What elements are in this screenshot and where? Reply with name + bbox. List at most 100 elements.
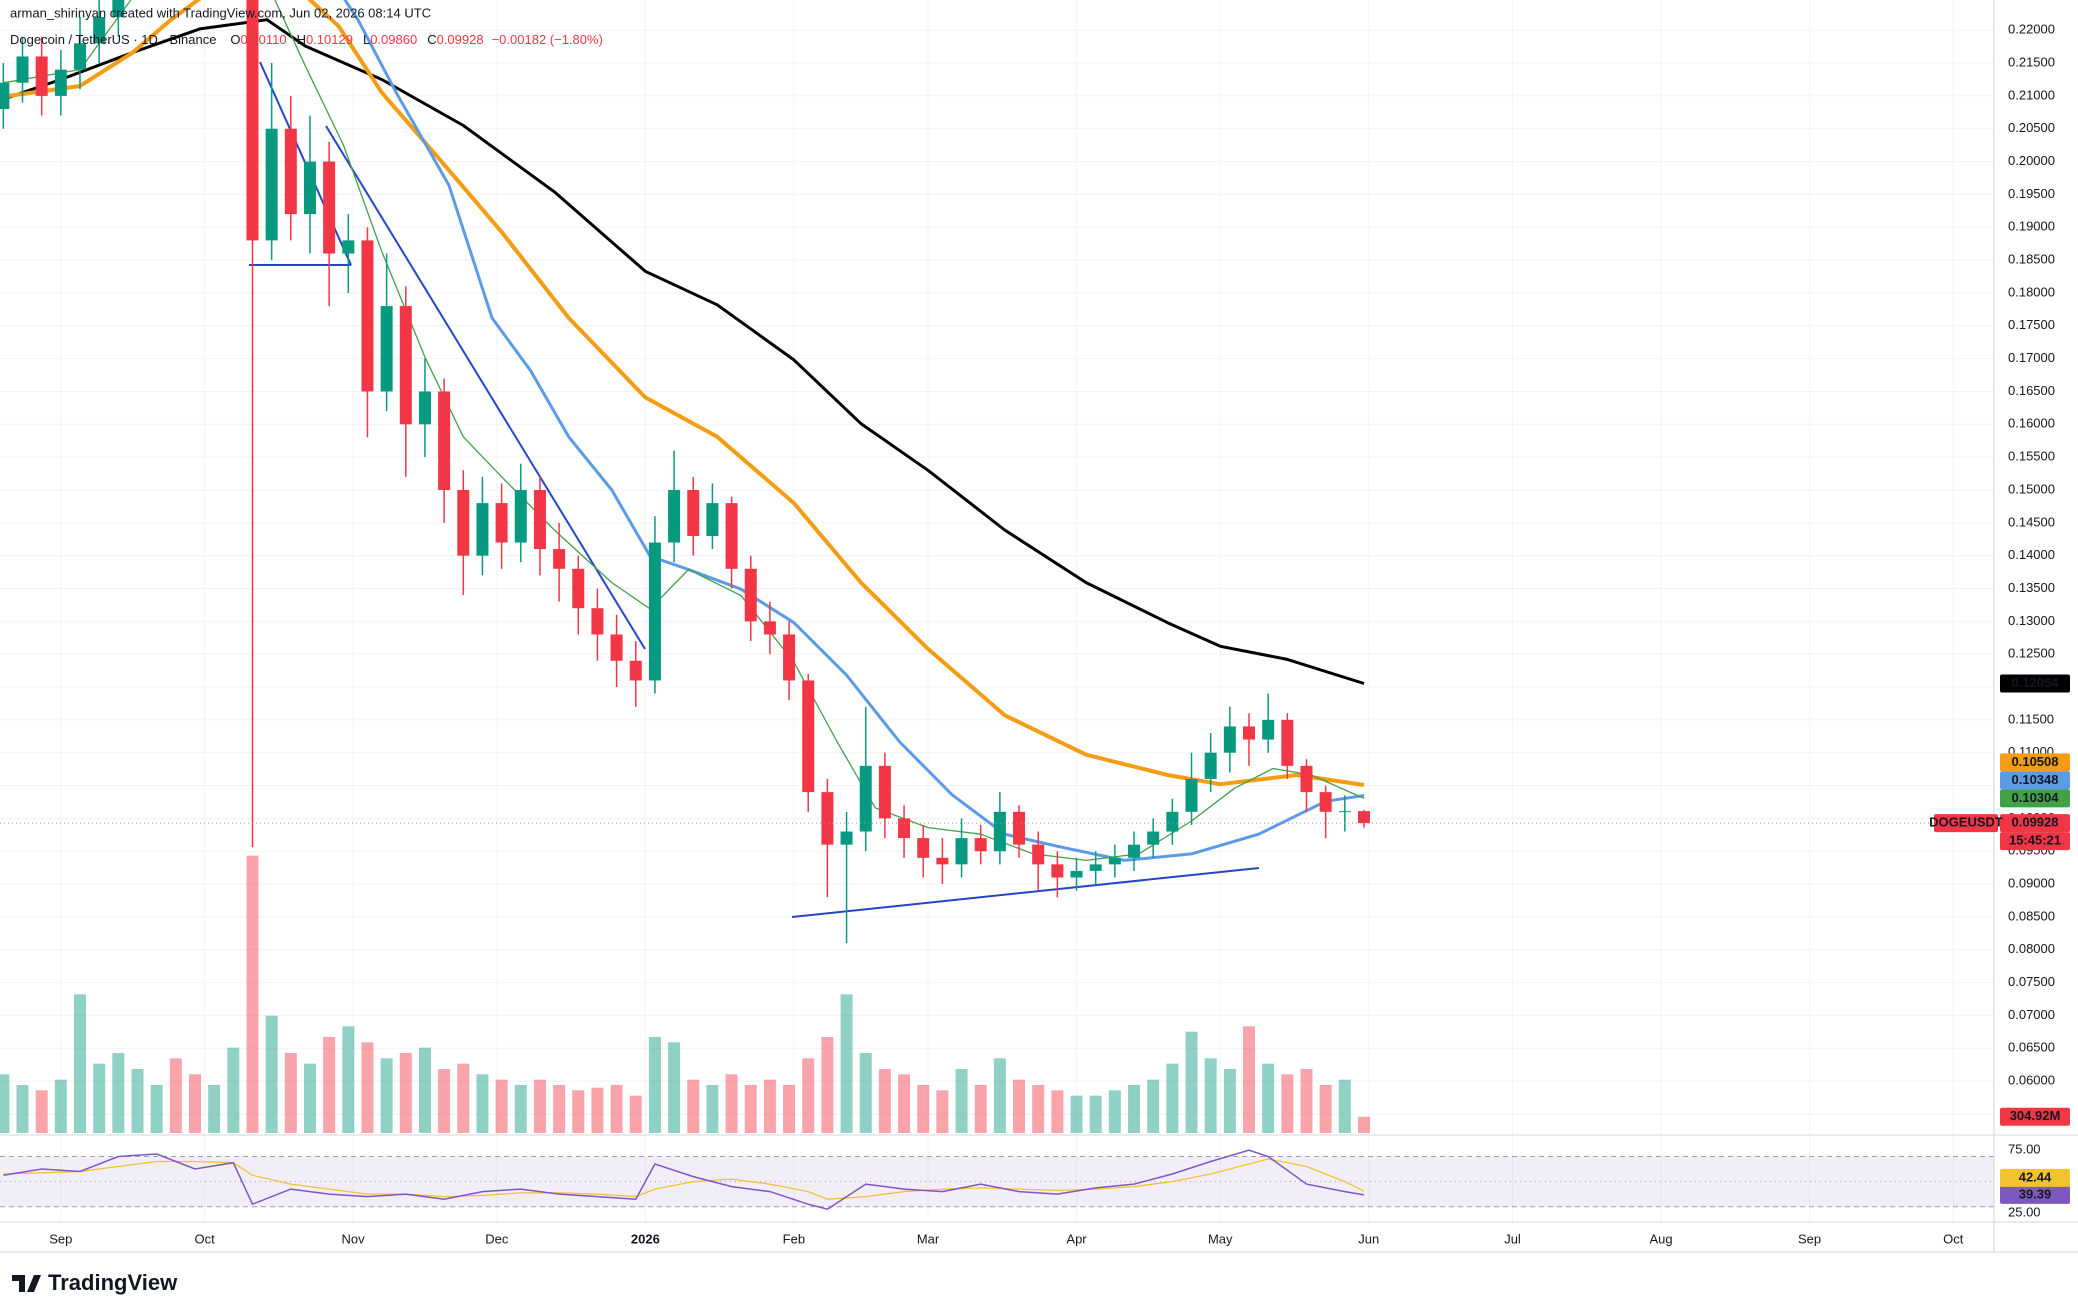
volume-bar [35,1090,48,1133]
volume-bar [1147,1079,1160,1133]
x-tick-label: Mar [917,1231,940,1246]
volume-bar [1300,1069,1313,1133]
volume-bar [840,994,853,1133]
moving-average [2,18,1365,685]
volume-bar [821,1037,834,1133]
rsi-ma-line [3,1158,1365,1200]
candle-body [1223,726,1236,753]
candle-body [878,765,891,819]
y-tick-label: 0.09000 [2008,876,2055,891]
volume-bar [1243,1026,1256,1133]
moving-average [3,0,1365,787]
volume-bar [878,1069,891,1133]
volume-bar [917,1085,930,1133]
rsi-ma-value-label: 42.44 [2019,1169,2052,1184]
candle-body [361,240,374,392]
candle-body [342,240,355,254]
candle-body [783,634,796,681]
volume-bar [284,1053,297,1133]
rsi-tick-label: 25.00 [2008,1204,2041,1219]
candle-body [1147,831,1160,845]
price-value-label-box [2000,814,2070,833]
volume-bar [1319,1085,1332,1133]
candle-body [35,56,48,96]
y-tick-label: 0.08000 [2008,941,2055,956]
axes: 0.055000.060000.065000.070000.075000.080… [49,22,2055,1247]
candle-body [993,811,1006,852]
y-tick-label: 0.15500 [2008,449,2055,464]
y-tick-label: 0.21500 [2008,54,2055,69]
candle-body [112,0,125,18]
candle-body [687,489,700,536]
volume-bar [533,1079,546,1133]
candle-body [1243,726,1256,740]
volume-bar [687,1079,700,1133]
rsi-ma-value-label-box [2000,1168,2070,1187]
y-tick-label: 0.22000 [2008,22,2055,37]
symbol-label-box [1934,814,1998,833]
candle-body [1128,844,1141,858]
x-tick-label: 2026 [631,1231,660,1246]
volume-bar [572,1090,585,1133]
ma-value-label-box [2000,771,2070,790]
candle-body [514,489,527,543]
volume-bar [783,1085,796,1133]
ma-value-label-box [2000,789,2070,808]
candle-body [610,634,623,661]
candle-body [898,818,911,839]
volume-bar [131,1069,144,1133]
y-tick-label: 0.21000 [2008,87,2055,102]
trend-line [325,125,646,650]
volume-bar [955,1069,968,1133]
volume-bar [418,1047,431,1133]
price-labels: 0.09928 0.10304 0.10348 0.10508 0.12054 DOGEU… [1929,674,2070,1204]
volume-bar [169,1058,182,1133]
volume-bar [974,1085,987,1133]
y-tick-label: 0.18000 [2008,284,2055,299]
y-tick-label: 0.14500 [2008,514,2055,529]
y-tick-label: 0.16500 [2008,383,2055,398]
y-tick-label: 0.08500 [2008,908,2055,923]
candle-body [629,660,642,681]
rsi-line [3,1149,1365,1211]
volume-bar [16,1085,29,1133]
x-tick-label: Dec [485,1231,509,1246]
volume-bar [457,1063,470,1133]
volume-bar [553,1085,566,1133]
brand-logo [12,1275,41,1292]
y-tick-label: 0.06500 [2008,1040,2055,1055]
volume-bar [361,1042,374,1133]
candle-body [1300,765,1313,793]
price-value-label: 0.09928 [2012,815,2059,830]
symbol-label: DOGEUSDT [1929,815,2003,830]
y-tick-label: 0.06000 [2008,1073,2055,1088]
volume-bar [265,1015,278,1133]
candle-body [495,503,508,543]
candle-body [265,128,278,241]
x-tick-label: Jul [1504,1231,1521,1246]
x-tick-label: Sep [49,1231,72,1246]
volume-bar [227,1047,240,1133]
legend-value: 0.09928 [437,32,484,47]
candle-body [917,838,930,858]
legend-symbol: Dogecoin / TetherUS · 1D · Binance [10,32,216,47]
candle-body [74,43,87,70]
candle-body [821,792,834,845]
volume-bar [1262,1063,1275,1133]
candle-body [859,765,872,832]
candle-body [840,831,853,845]
ma-value-label: 0.10304 [2012,790,2060,805]
volume-bar [1281,1074,1294,1133]
y-tick-label: 0.15000 [2008,481,2055,496]
rsi-value-label: 39.39 [2019,1186,2052,1201]
ma-value-label: 0.12054 [2012,675,2060,690]
ma-value-label: 0.10348 [2012,772,2059,787]
candle-body [648,542,661,681]
x-tick-label: Feb [783,1231,805,1246]
volume-bar [514,1085,527,1133]
trend-line [791,867,1260,918]
volume-bar [1223,1069,1236,1133]
volume-bar [763,1079,776,1133]
y-tick-label: 0.18500 [2008,252,2055,267]
